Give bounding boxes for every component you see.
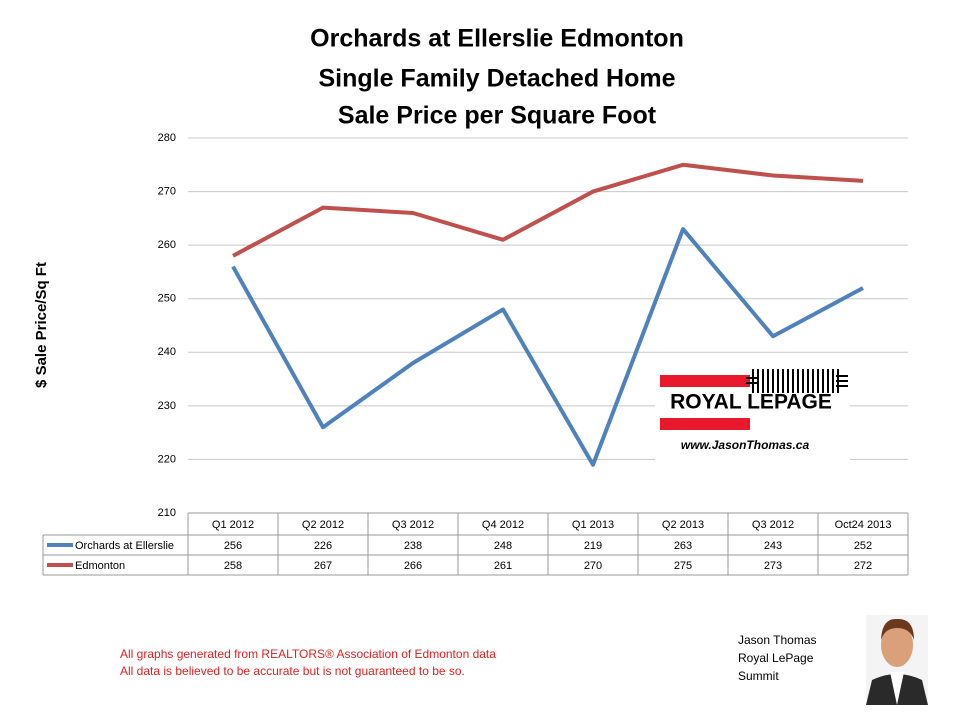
footnote: All graphs generated from REALTORS® Asso… bbox=[120, 647, 496, 661]
table-value: 263 bbox=[674, 540, 692, 552]
footnote: All data is believed to be accurate but … bbox=[120, 664, 465, 678]
x-tick-label: Q3 2012 bbox=[752, 519, 794, 531]
author-line: Jason Thomas bbox=[738, 633, 817, 647]
logo-url: www.JasonThomas.ca bbox=[681, 438, 810, 452]
series-line bbox=[231, 227, 864, 467]
y-tick-label: 250 bbox=[158, 293, 176, 305]
table-value: 243 bbox=[764, 540, 782, 552]
series-line bbox=[232, 162, 864, 258]
y-tick-label: 230 bbox=[158, 400, 176, 412]
portrait-shirt bbox=[890, 672, 904, 705]
legend-label: Edmonton bbox=[75, 560, 125, 572]
chart-title: Orchards at Ellerslie Edmonton bbox=[310, 25, 684, 53]
table-value: 273 bbox=[764, 560, 782, 572]
table-value: 270 bbox=[584, 560, 602, 572]
chart-title: Sale Price per Square Foot bbox=[338, 102, 657, 130]
table-value: 256 bbox=[224, 540, 242, 552]
chart-title: Single Family Detached Home bbox=[318, 65, 675, 93]
table-value: 261 bbox=[494, 560, 512, 572]
x-tick-label: Q3 2012 bbox=[392, 519, 434, 531]
x-tick-label: Q2 2013 bbox=[662, 519, 704, 531]
table-value: 248 bbox=[494, 540, 512, 552]
legend-label: Orchards at Ellerslie bbox=[75, 540, 174, 552]
table-value: 266 bbox=[404, 560, 422, 572]
x-tick-label: Q1 2012 bbox=[212, 519, 254, 531]
logo: ROYAL LEPAGE www.JasonThomas.ca bbox=[655, 368, 850, 460]
table-value: 219 bbox=[584, 540, 602, 552]
logo-stripes bbox=[746, 369, 848, 393]
logo-bar bbox=[660, 375, 750, 387]
portrait bbox=[866, 615, 928, 705]
table-value: 226 bbox=[314, 540, 332, 552]
x-tick-label: Q4 2012 bbox=[482, 519, 524, 531]
x-tick-label: Q2 2012 bbox=[302, 519, 344, 531]
author-line: Royal LePage bbox=[738, 651, 814, 665]
x-tick-label: Q1 2013 bbox=[572, 519, 614, 531]
y-tick-label: 260 bbox=[158, 239, 176, 251]
table-value: 275 bbox=[674, 560, 692, 572]
table-value: 252 bbox=[854, 540, 872, 552]
logo-text: ROYAL LEPAGE bbox=[670, 391, 832, 414]
y-tick-label: 210 bbox=[158, 507, 176, 519]
table-value: 272 bbox=[854, 560, 872, 572]
y-tick-label: 270 bbox=[158, 185, 176, 197]
table-value: 258 bbox=[224, 560, 242, 572]
table-value: 238 bbox=[404, 540, 422, 552]
portrait-hair bbox=[881, 618, 914, 640]
table-value: 267 bbox=[314, 560, 332, 572]
x-tick-label: Oct24 2013 bbox=[835, 519, 892, 531]
logo-bar bbox=[660, 418, 750, 430]
y-axis-label: $ Sale Price/Sq Ft bbox=[33, 262, 50, 388]
y-tick-label: 240 bbox=[158, 346, 176, 358]
y-tick-label: 280 bbox=[158, 132, 176, 144]
author-line: Summit bbox=[738, 669, 779, 683]
y-tick-label: 220 bbox=[158, 453, 176, 465]
portrait-face bbox=[881, 623, 913, 667]
